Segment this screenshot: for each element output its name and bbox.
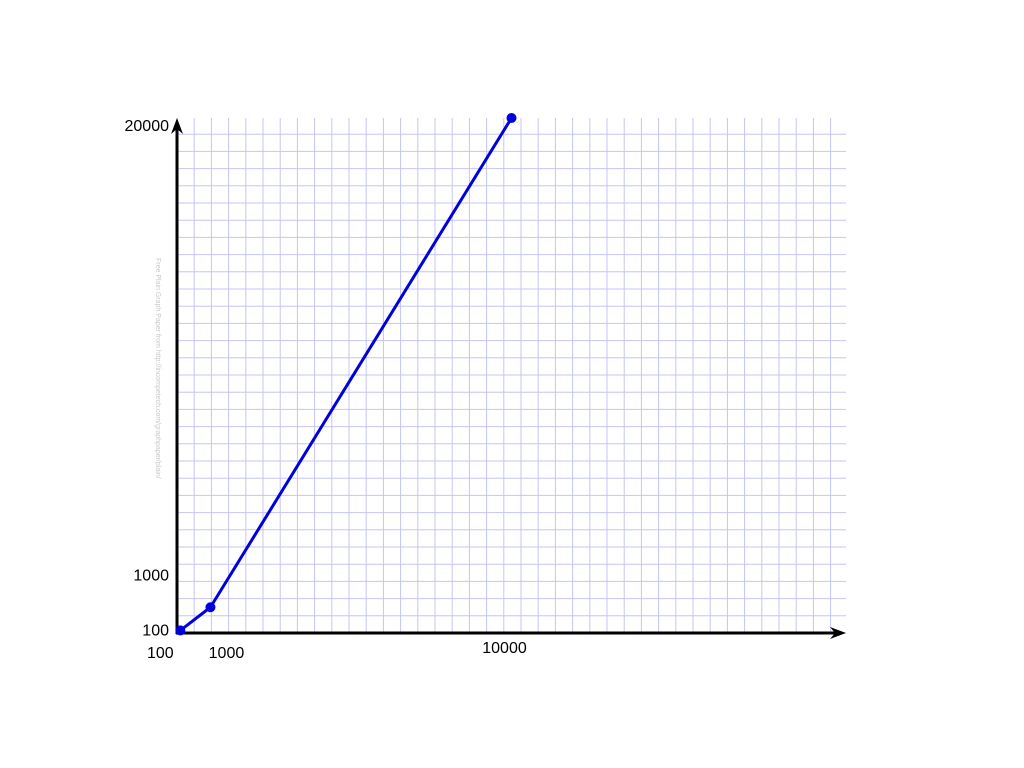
data-point [175,625,186,636]
y-tick-label: 100 [142,622,169,639]
grid [176,118,846,634]
series [175,113,517,636]
watermark-text: Free Plain Graph Paper from http://incom… [154,258,161,479]
data-point [506,113,517,123]
data-point [205,602,216,613]
axes [171,118,846,639]
x-axis-arrow [830,627,846,639]
x-tick-label: 1000 [209,645,245,662]
tick-labels: 100 1000 10000 100 1000 20000 [125,118,527,662]
x-tick-label: 100 [147,645,174,662]
y-axis-arrow [171,118,183,134]
y-tick-label: 20000 [125,118,170,135]
y-tick-label: 1000 [133,567,169,584]
x-tick-label: 10000 [482,640,527,657]
series-line [179,117,513,632]
